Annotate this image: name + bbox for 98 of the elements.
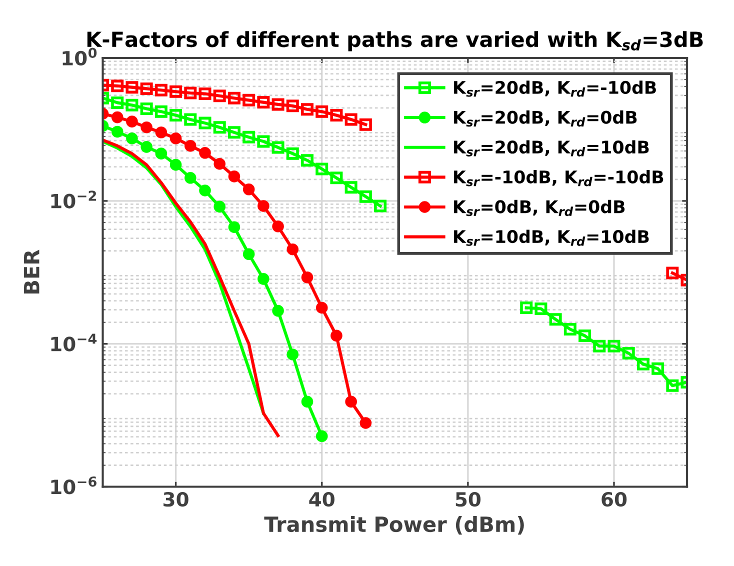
x-tick-label: 40 [309, 492, 334, 507]
point [316, 302, 328, 314]
point [258, 273, 270, 285]
point [242, 130, 256, 144]
point [578, 329, 592, 342]
point [228, 92, 240, 104]
point [330, 330, 342, 342]
legend-label: K$_{sr}$=20dB, K$_{rd}$=0dB [454, 110, 637, 127]
point [228, 221, 240, 234]
point [316, 430, 328, 442]
point [520, 302, 533, 314]
point [359, 190, 372, 203]
point [330, 172, 343, 184]
point [622, 346, 635, 360]
point [126, 98, 138, 112]
point [374, 200, 387, 212]
point [111, 111, 124, 124]
x-tick-label: 50 [456, 492, 481, 507]
point [170, 158, 182, 171]
point [330, 109, 343, 122]
point [257, 96, 270, 109]
point [140, 121, 152, 134]
point [316, 162, 328, 176]
point [199, 147, 211, 159]
point [154, 105, 168, 118]
point [213, 121, 226, 134]
point [286, 243, 299, 256]
point [170, 85, 182, 98]
point [126, 132, 138, 144]
point [199, 184, 211, 196]
point [126, 116, 138, 128]
point [111, 80, 124, 92]
point [593, 340, 606, 352]
point [154, 84, 168, 96]
point [170, 109, 182, 122]
point [214, 158, 226, 170]
point [666, 379, 679, 392]
point [272, 141, 284, 154]
point [184, 113, 197, 126]
x-tick-label: 60 [602, 492, 627, 507]
point [301, 272, 314, 284]
point [301, 103, 314, 116]
y-tick-label: 10$^{−6}$ [51, 476, 96, 494]
point [345, 396, 357, 408]
point [534, 302, 548, 315]
point [184, 86, 197, 100]
y-tick-label: 10$^{−2}$ [51, 190, 96, 208]
point [213, 90, 226, 102]
point [286, 348, 299, 360]
point [359, 118, 372, 131]
legend-label: K$_{sr}$=10dB, K$_{rd}$=10dB [454, 230, 649, 246]
point [111, 126, 124, 138]
point [272, 220, 284, 232]
legend-label: K$_{sr}$=-10dB, K$_{rd}$=-10dB [454, 170, 664, 186]
y-tick-label: 10$^{−4}$ [51, 334, 97, 352]
point [564, 323, 576, 336]
point [636, 358, 650, 370]
line-series [102, 138, 280, 438]
point [257, 135, 270, 148]
point [228, 170, 240, 182]
point [272, 98, 284, 111]
point [155, 148, 168, 160]
legend-label: K$_{sr}$=20dB, K$_{rd}$=10dB [454, 140, 649, 156]
y-axis-title: BER [24, 250, 40, 294]
point [155, 126, 168, 138]
point [360, 417, 372, 429]
point [608, 340, 620, 352]
legend-label: K$_{sr}$=20dB, K$_{rd}$=-10dB [454, 80, 656, 97]
point [228, 126, 240, 139]
point [170, 132, 182, 144]
point [344, 113, 358, 126]
point [286, 147, 299, 160]
point [242, 248, 255, 260]
point [140, 141, 152, 153]
point [126, 81, 138, 94]
point [344, 181, 358, 194]
point [242, 94, 256, 106]
point [140, 102, 153, 115]
point [184, 172, 196, 184]
point [184, 140, 196, 152]
point [214, 200, 226, 213]
x-tick-label: 30 [164, 492, 188, 507]
point [301, 396, 314, 408]
point [198, 116, 212, 130]
point [316, 105, 328, 118]
point [258, 200, 270, 212]
x-axis-title: Transmit Power (dBm) [264, 516, 524, 535]
point [666, 266, 679, 280]
point [242, 183, 255, 196]
point [198, 88, 212, 100]
point [286, 100, 299, 112]
point [549, 313, 562, 326]
point [272, 304, 284, 317]
point [652, 362, 664, 375]
point [301, 154, 314, 167]
legend-label: K$_{sr}$=0dB, K$_{rd}$=0dB [454, 200, 625, 216]
point [140, 82, 153, 95]
point [111, 96, 124, 109]
